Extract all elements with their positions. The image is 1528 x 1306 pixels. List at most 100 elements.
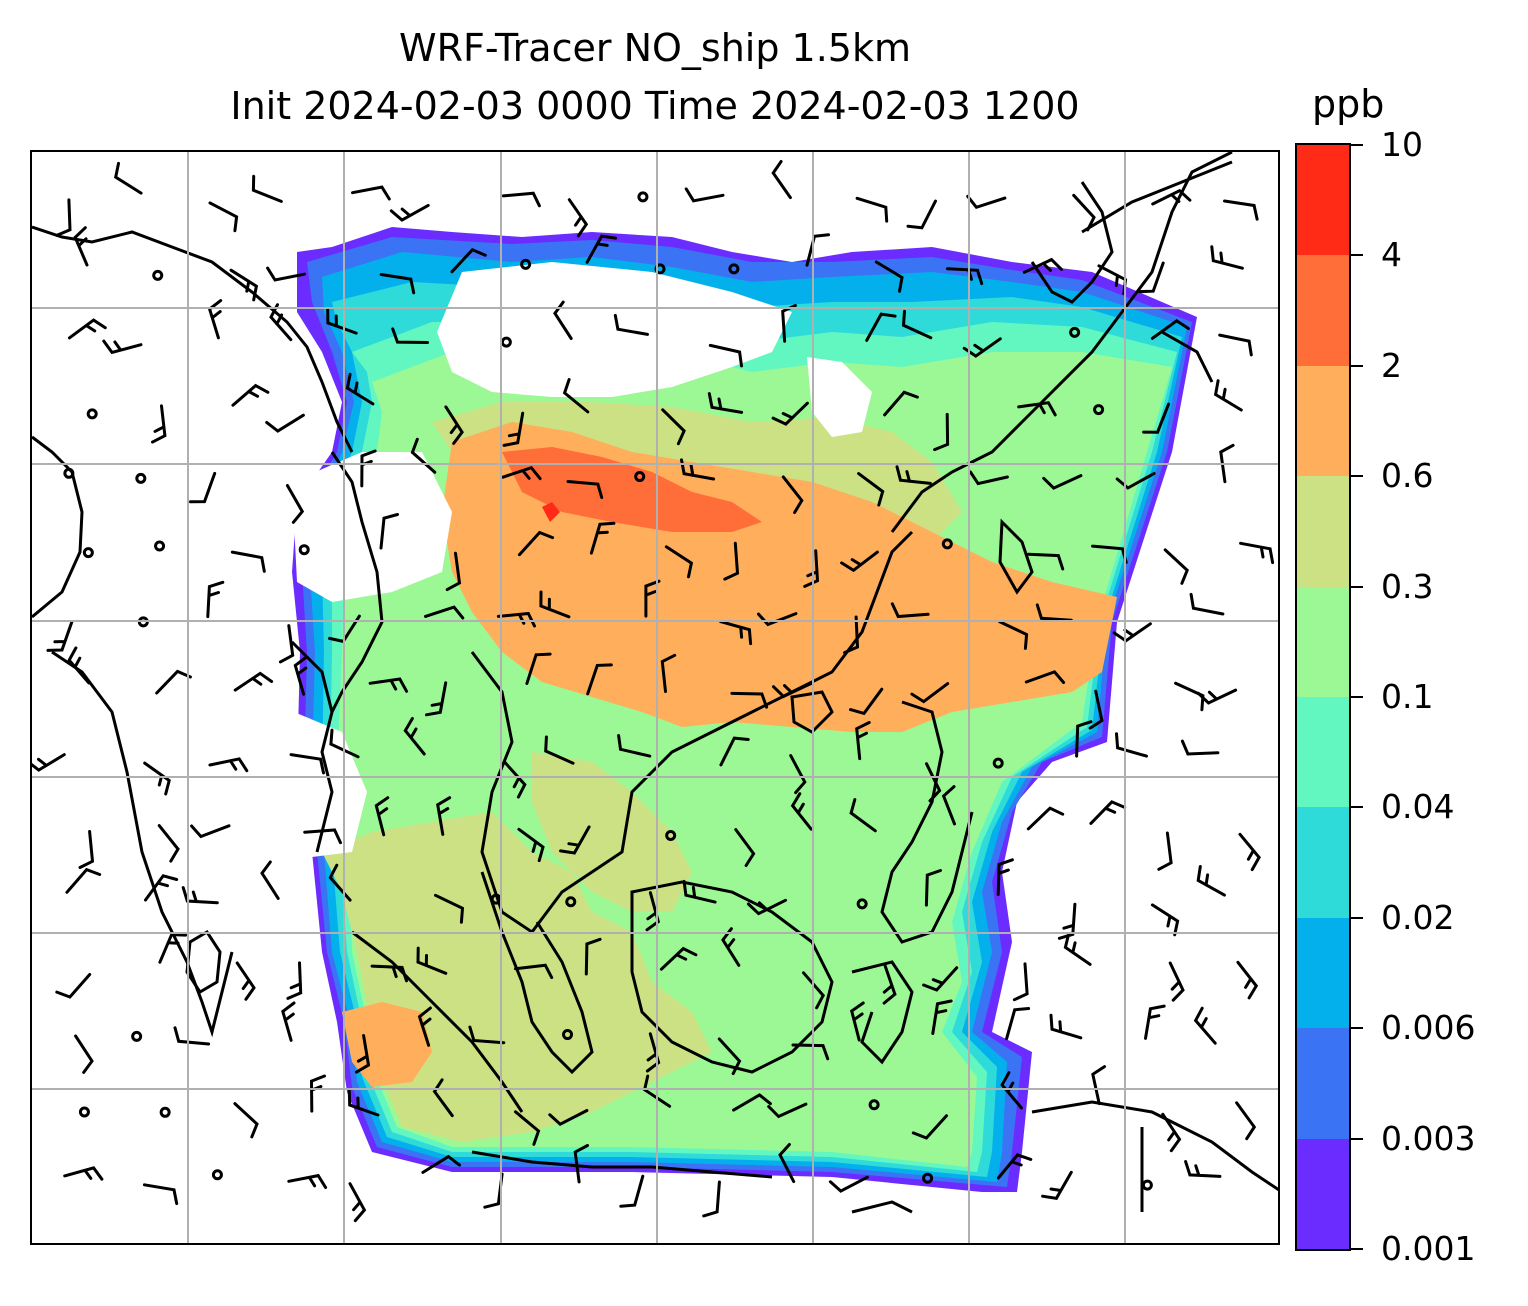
wind-barb (684, 187, 725, 203)
wind-barb (1022, 257, 1063, 274)
calm-wind-marker (565, 896, 577, 908)
wind-barb (772, 682, 813, 699)
coast-taiwan (998, 518, 1034, 595)
wind-barb (233, 1102, 259, 1139)
wind-barb (1089, 800, 1127, 825)
wind-barb (345, 372, 375, 406)
wind-barb (732, 1093, 772, 1112)
calm-wind-marker (637, 191, 649, 203)
wind-barb (235, 961, 256, 1001)
field-band-4 (542, 502, 560, 522)
wind-barb (347, 1089, 380, 1117)
wind-barb (661, 408, 686, 446)
graticule (32, 152, 1278, 1243)
calm-wind-marker (86, 408, 98, 420)
colorbar-tick-label: 10 (1381, 125, 1423, 164)
wind-barb (1238, 832, 1261, 872)
wind-barb (910, 682, 950, 704)
wind-barb (445, 551, 462, 592)
wind-barb (281, 1001, 296, 1042)
wind-barb (102, 339, 143, 355)
coast-india (32, 225, 354, 1038)
wind-barb (567, 198, 589, 238)
wind-barb (789, 754, 807, 795)
wind-barb (55, 198, 72, 237)
calm-wind-marker (1093, 404, 1105, 416)
wind-barb (613, 313, 649, 336)
wind-barb (585, 234, 618, 264)
wind-barb (503, 760, 527, 799)
wind-barb (1193, 1006, 1217, 1045)
wind-barb (840, 550, 879, 573)
wind-barb (790, 792, 813, 831)
wind-barb (757, 612, 798, 627)
wind-barb (67, 318, 107, 340)
wind-barb (645, 1032, 661, 1073)
wind-barb (483, 1172, 504, 1209)
wind-barb (717, 1037, 742, 1076)
wind-barb (173, 1026, 211, 1046)
wind-barb (559, 825, 591, 855)
wind-barb (1210, 245, 1244, 270)
wind-barb (586, 663, 613, 696)
wind-barb (941, 785, 956, 826)
colorbar-tick (1351, 696, 1363, 698)
wind-barb (286, 961, 303, 1000)
colorbar-tick-label: 0.003 (1381, 1118, 1476, 1158)
wind-barb (444, 405, 464, 445)
wind-barb (78, 830, 95, 869)
wind-barb (1024, 670, 1066, 684)
wind-barb (190, 824, 231, 839)
colorbar-unit: ppb (1312, 82, 1385, 126)
coastlines (32, 152, 1278, 1214)
wind-barb (46, 620, 74, 652)
coast-china-east (890, 152, 1233, 533)
coast-timor (851, 1200, 913, 1214)
wind-barb (1026, 806, 1065, 831)
wind-barb (514, 1110, 541, 1146)
wind-barb (143, 761, 171, 796)
wind-barb (931, 999, 953, 1035)
wind-barb (1219, 443, 1235, 484)
wind-barb (996, 1153, 1033, 1180)
wind-barb (707, 392, 744, 414)
wind-barb (1196, 688, 1238, 705)
colorbar-tick (1351, 475, 1363, 478)
wind-barb (1184, 1160, 1222, 1178)
field-band-2 (502, 447, 762, 532)
wind-barb (410, 437, 437, 474)
colorbar-segment-7 (1297, 365, 1349, 477)
colorbar (1295, 143, 1351, 1251)
wind-barb (74, 1034, 94, 1074)
calm-wind-marker (992, 757, 1004, 769)
colorbar-segment-3 (1297, 807, 1349, 918)
wind-barb (432, 1078, 454, 1118)
coast-new-guinea (1031, 1100, 1278, 1212)
field-gap-1 (437, 262, 792, 397)
wind-barb (208, 201, 239, 233)
wind-barb (1144, 1004, 1166, 1040)
wind-barb (584, 937, 602, 976)
wind-barb (309, 1074, 326, 1113)
calm-wind-marker (500, 336, 512, 348)
wind-barb (544, 735, 575, 765)
calm-wind-marker (135, 472, 147, 484)
wind-barb (708, 343, 743, 368)
wind-barb (32, 753, 66, 772)
wind-barb (424, 605, 465, 620)
wind-barb (1075, 720, 1093, 758)
colorbar-segment-8 (1297, 255, 1349, 366)
wind-barb (843, 615, 860, 655)
coast-korea (1030, 181, 1114, 304)
wind-barb (874, 260, 904, 293)
wind-barb (996, 858, 1014, 896)
wind-barb (1042, 474, 1083, 490)
wind-barb (260, 860, 280, 900)
wind-barb (525, 652, 552, 685)
wind-barb (63, 1166, 104, 1181)
wind-barb (278, 624, 295, 664)
wind-barb (514, 963, 554, 980)
wind-barb (468, 1025, 506, 1045)
coast-myanmar (290, 451, 384, 853)
wind-barb (1057, 902, 1077, 940)
